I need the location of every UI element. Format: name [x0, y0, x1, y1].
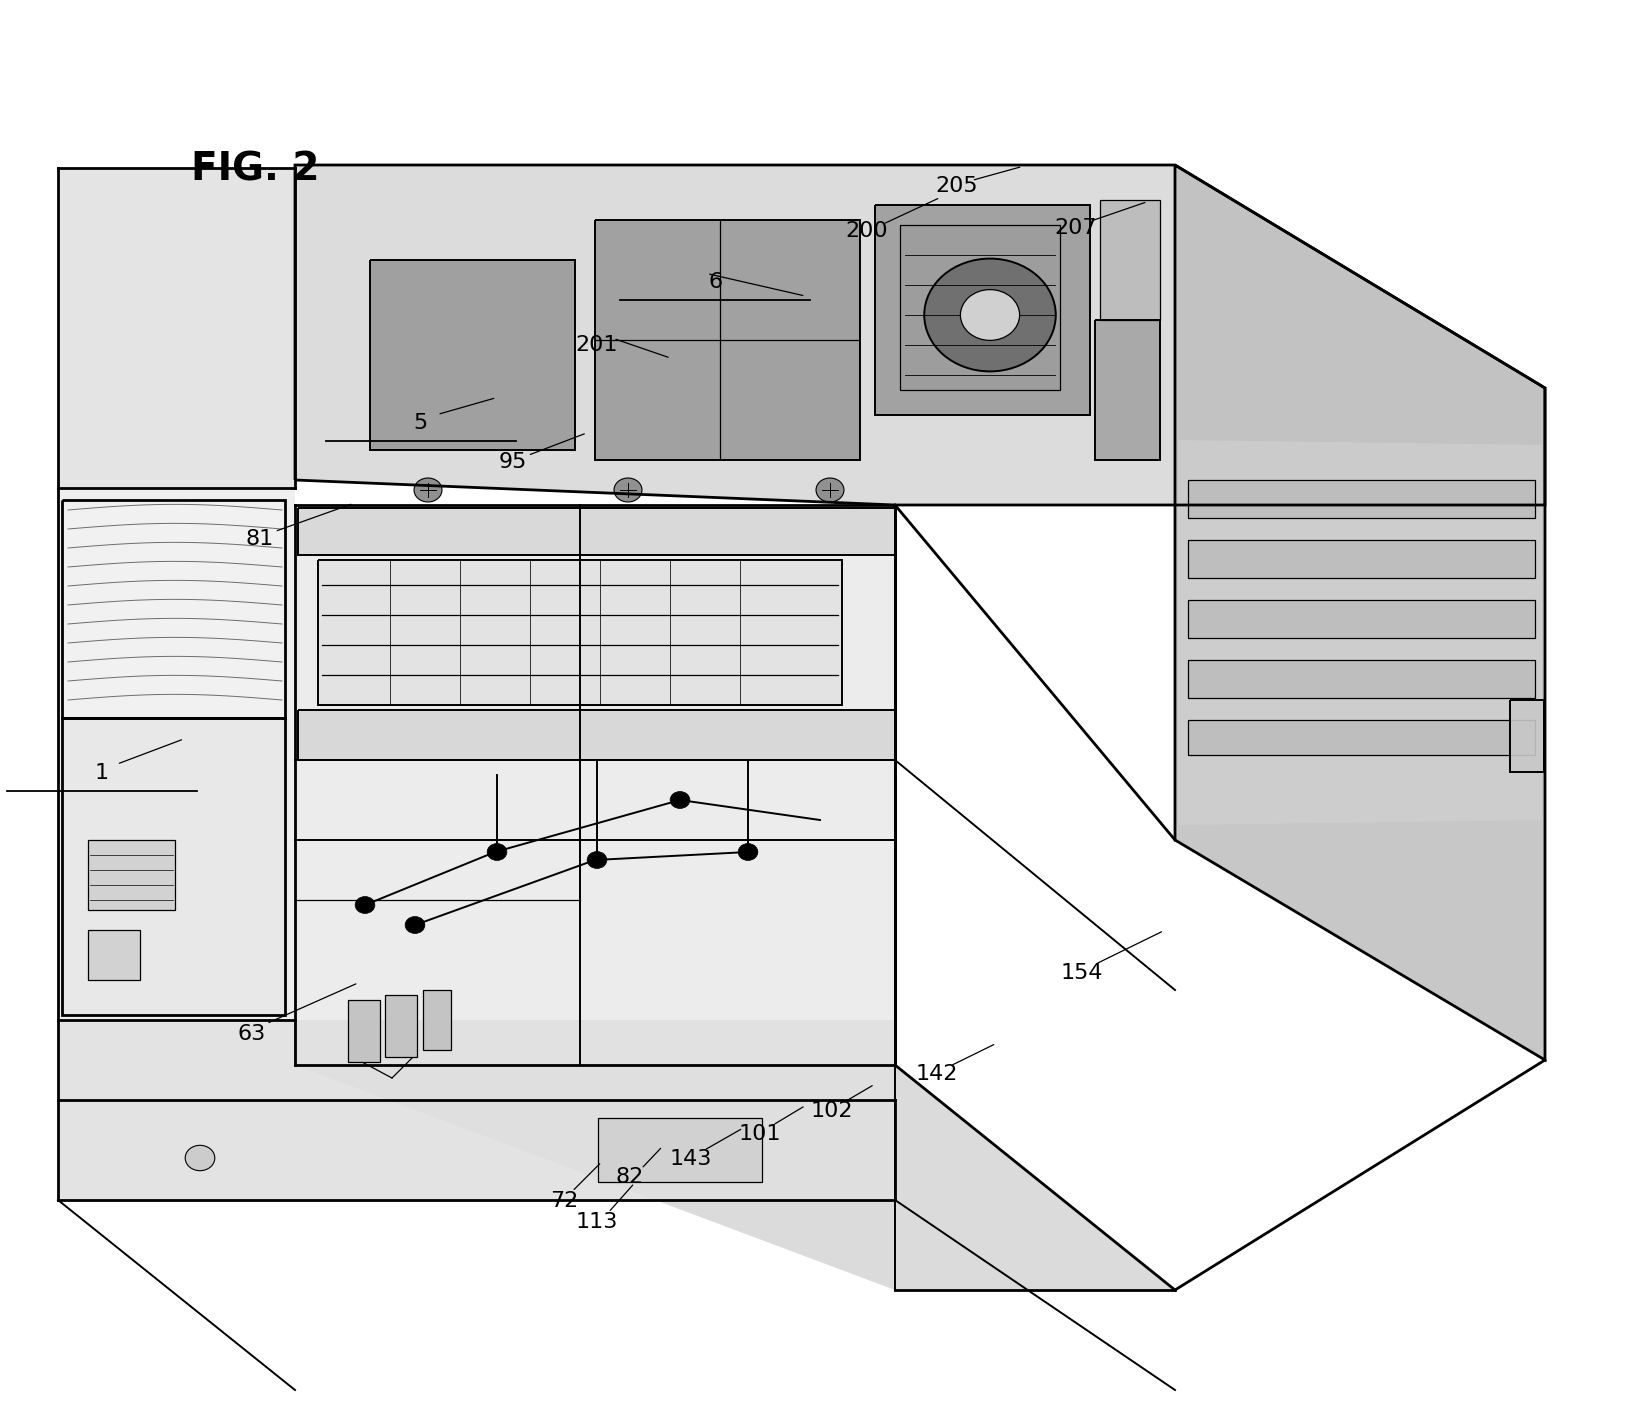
Circle shape: [186, 1145, 215, 1170]
Polygon shape: [1189, 540, 1535, 578]
Polygon shape: [298, 508, 894, 556]
Polygon shape: [370, 259, 575, 450]
Polygon shape: [1175, 165, 1545, 1060]
Text: 63: 63: [237, 1024, 266, 1043]
Text: 154: 154: [1060, 963, 1103, 983]
Circle shape: [613, 478, 641, 502]
Text: 81: 81: [245, 529, 275, 548]
Polygon shape: [1509, 699, 1544, 773]
Polygon shape: [89, 931, 140, 980]
Circle shape: [924, 258, 1055, 371]
Circle shape: [355, 897, 375, 914]
Polygon shape: [58, 1019, 894, 1200]
Circle shape: [414, 478, 442, 502]
Text: 142: 142: [916, 1065, 958, 1084]
Polygon shape: [1189, 721, 1535, 754]
Polygon shape: [294, 165, 1545, 505]
Circle shape: [587, 852, 607, 869]
Text: 205: 205: [935, 176, 978, 196]
Polygon shape: [1100, 200, 1161, 320]
Polygon shape: [89, 840, 174, 909]
Polygon shape: [298, 711, 894, 760]
Polygon shape: [62, 718, 284, 1015]
Polygon shape: [349, 1000, 380, 1062]
Text: 6: 6: [709, 272, 722, 292]
Text: 1: 1: [95, 763, 109, 783]
Polygon shape: [1179, 440, 1542, 825]
Polygon shape: [1095, 320, 1161, 460]
Polygon shape: [1189, 660, 1535, 698]
Polygon shape: [385, 995, 418, 1058]
Text: 95: 95: [498, 453, 528, 472]
Text: FIG. 2: FIG. 2: [191, 151, 319, 188]
Circle shape: [404, 916, 424, 933]
Polygon shape: [595, 220, 860, 460]
Circle shape: [671, 791, 690, 808]
Circle shape: [738, 843, 758, 860]
Polygon shape: [317, 560, 842, 705]
Polygon shape: [899, 226, 1060, 391]
Text: 102: 102: [810, 1101, 853, 1121]
Polygon shape: [598, 1118, 763, 1182]
Polygon shape: [1189, 601, 1535, 637]
Text: 5: 5: [414, 413, 427, 433]
Polygon shape: [423, 990, 450, 1050]
Text: 72: 72: [549, 1191, 579, 1211]
Polygon shape: [62, 501, 284, 718]
Text: 207: 207: [1054, 219, 1097, 238]
Polygon shape: [58, 488, 294, 1019]
Polygon shape: [875, 204, 1090, 415]
Circle shape: [960, 289, 1019, 340]
Text: 113: 113: [575, 1213, 618, 1232]
Text: 82: 82: [615, 1167, 644, 1187]
Text: 101: 101: [738, 1124, 781, 1144]
Polygon shape: [294, 1065, 1175, 1290]
Polygon shape: [58, 168, 294, 488]
Text: 200: 200: [845, 221, 888, 241]
Circle shape: [487, 843, 506, 860]
Text: 143: 143: [669, 1149, 712, 1169]
Circle shape: [815, 478, 843, 502]
Polygon shape: [294, 505, 894, 1065]
Text: 201: 201: [575, 336, 618, 355]
Polygon shape: [1189, 479, 1535, 517]
